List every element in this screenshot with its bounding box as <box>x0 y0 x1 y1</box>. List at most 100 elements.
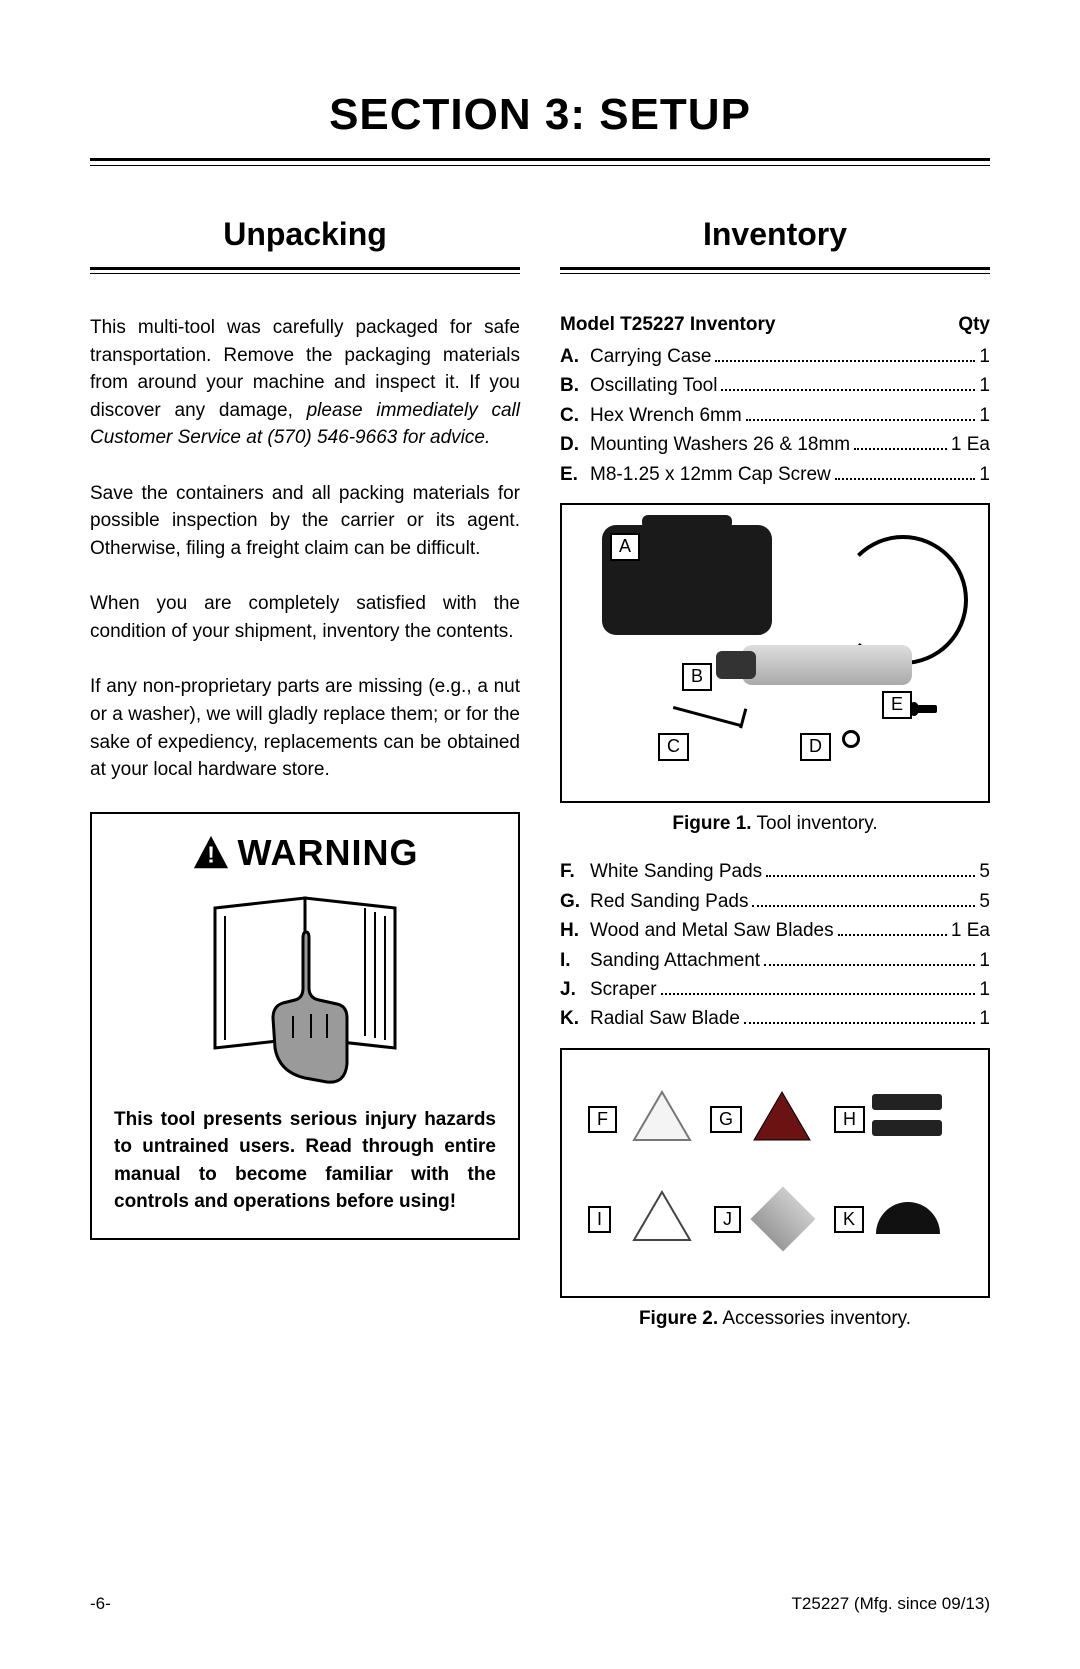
inventory-qty: 1 Ea <box>951 430 990 459</box>
inventory-qty: 1 <box>979 1004 990 1033</box>
warning-illustration <box>114 888 496 1088</box>
figure-1-box: A B C D E <box>560 503 990 803</box>
warning-text: This tool presents serious injury hazard… <box>114 1106 496 1216</box>
unpacking-heading: Unpacking <box>90 216 520 253</box>
inventory-qty: 5 <box>979 857 990 886</box>
inventory-name: Wood and Metal Saw Blades <box>584 916 834 945</box>
inventory-key: F. <box>560 857 584 886</box>
footer-model-info: T25227 (Mfg. since 09/13) <box>792 1594 990 1614</box>
saw-blade-shape-1 <box>872 1094 942 1110</box>
callout-j: J <box>714 1206 741 1234</box>
inventory-name: Red Sanding Pads <box>584 887 748 916</box>
callout-b: B <box>682 663 712 691</box>
inventory-name: Hex Wrench 6mm <box>584 401 742 430</box>
callout-h: H <box>834 1106 865 1134</box>
fig2-caption-text: Accessories inventory. <box>718 1308 911 1329</box>
callout-c: C <box>658 733 689 761</box>
inventory-qty: 1 <box>979 975 990 1004</box>
inventory-row: A.Carrying Case 1 <box>560 342 990 371</box>
leader-dots <box>752 905 975 907</box>
callout-i: I <box>588 1206 611 1234</box>
inventory-list-2: F.White Sanding Pads 5 G.Red Sanding Pads 5… <box>560 857 990 1034</box>
inventory-qty: 1 <box>979 401 990 430</box>
red-pad-shape <box>752 1090 812 1142</box>
leader-dots <box>721 389 975 391</box>
callout-a: A <box>610 533 640 561</box>
inventory-key: C. <box>560 401 584 430</box>
inventory-key: I. <box>560 946 584 975</box>
inventory-key: E. <box>560 460 584 489</box>
leader-dots <box>854 448 947 450</box>
figure-2-box: F G H I J K <box>560 1048 990 1298</box>
inventory-qty: 1 <box>979 342 990 371</box>
inventory-key: B. <box>560 371 584 400</box>
leader-dots <box>661 993 976 995</box>
inventory-row: H.Wood and Metal Saw Blades 1 Ea <box>560 916 990 945</box>
callout-d: D <box>800 733 831 761</box>
oscillating-tool-shape <box>742 645 912 685</box>
inventory-row: F.White Sanding Pads 5 <box>560 857 990 886</box>
inventory-row: D.Mounting Washers 26 & 18mm1 Ea <box>560 430 990 459</box>
inventory-name: Sanding Attachment <box>584 946 760 975</box>
sanding-attachment-shape <box>632 1190 692 1242</box>
unpacking-para-1: This multi-tool was carefully packaged f… <box>90 314 520 452</box>
inventory-key: H. <box>560 916 584 945</box>
inventory-rule <box>560 267 990 274</box>
inventory-qty: 5 <box>979 887 990 916</box>
inventory-name: Carrying Case <box>584 342 711 371</box>
inventory-row: I.Sanding Attachment 1 <box>560 946 990 975</box>
inventory-qty: 1 <box>979 460 990 489</box>
inventory-row: K.Radial Saw Blade 1 <box>560 1004 990 1033</box>
inventory-list-1: A.Carrying Case1B.Oscillating Tool1C.Hex… <box>560 342 990 489</box>
inventory-name: Radial Saw Blade <box>584 1004 740 1033</box>
radial-blade-shape <box>876 1202 940 1234</box>
unpacking-rule <box>90 267 520 274</box>
inventory-key: A. <box>560 342 584 371</box>
page-title: SECTION 3: SETUP <box>90 90 990 140</box>
leader-dots <box>746 419 976 421</box>
inventory-row: E.M8-1.25 x 12mm Cap Screw1 <box>560 460 990 489</box>
callout-g: G <box>710 1106 742 1134</box>
leader-dots <box>766 875 975 877</box>
washer-shape <box>842 730 860 748</box>
inventory-qty: 1 <box>979 946 990 975</box>
inventory-name: White Sanding Pads <box>584 857 762 886</box>
figure-1-caption: Figure 1. Tool inventory. <box>560 813 990 835</box>
inventory-name: Mounting Washers 26 & 18mm <box>584 430 850 459</box>
leader-dots <box>715 360 975 362</box>
inventory-row: J.Scraper 1 <box>560 975 990 1004</box>
white-pad-shape <box>632 1090 692 1142</box>
scraper-shape <box>750 1186 815 1251</box>
unpacking-para-3: When you are completely satisfied with t… <box>90 590 520 645</box>
fig2-caption-bold: Figure 2. <box>639 1308 718 1329</box>
inventory-qty: 1 <box>979 371 990 400</box>
title-rule <box>90 158 990 166</box>
figure-2-caption: Figure 2. Accessories inventory. <box>560 1308 990 1330</box>
page-footer: -6- T25227 (Mfg. since 09/13) <box>90 1594 990 1614</box>
cap-screw-shape <box>917 705 937 713</box>
inventory-header-right: Qty <box>958 314 990 336</box>
manual-hand-icon <box>195 888 415 1088</box>
inventory-row: C.Hex Wrench 6mm 1 <box>560 401 990 430</box>
callout-e: E <box>882 691 912 719</box>
inventory-key: G. <box>560 887 584 916</box>
inventory-qty: 1 Ea <box>951 916 990 945</box>
two-column-layout: Unpacking This multi-tool was carefully … <box>90 216 990 1352</box>
svg-text:!: ! <box>207 841 215 867</box>
inventory-key: K. <box>560 1004 584 1033</box>
inventory-key: J. <box>560 975 584 1004</box>
fig1-caption-text: Tool inventory. <box>752 813 878 834</box>
inventory-header-row: Model T25227 Inventory Qty <box>560 314 990 336</box>
inventory-name: Oscillating Tool <box>584 371 717 400</box>
unpacking-para-4: If any non-proprietary parts are missing… <box>90 673 520 783</box>
inventory-name: Scraper <box>584 975 657 1004</box>
warning-label: WARNING <box>238 832 419 874</box>
callout-k: K <box>834 1206 864 1234</box>
inventory-row: G.Red Sanding Pads 5 <box>560 887 990 916</box>
inventory-header-left: Model T25227 Inventory <box>560 314 775 336</box>
footer-page-number: -6- <box>90 1594 111 1614</box>
leader-dots <box>835 478 976 480</box>
unpacking-para-2: Save the containers and all packing mate… <box>90 480 520 563</box>
leader-dots <box>838 934 947 936</box>
fig1-caption-bold: Figure 1. <box>672 813 751 834</box>
